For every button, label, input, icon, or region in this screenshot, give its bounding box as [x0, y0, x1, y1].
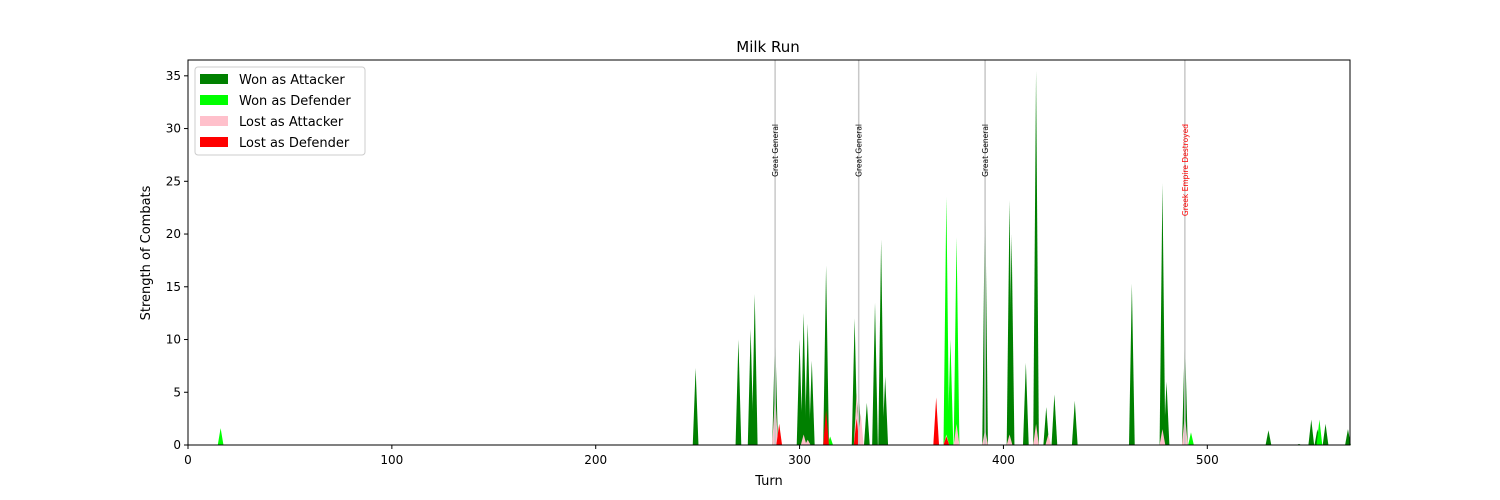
- spike-0-7: [804, 323, 811, 445]
- legend-swatch-0: [200, 74, 228, 84]
- spike-3-4: [943, 436, 950, 445]
- spike-0-8: [808, 360, 815, 445]
- plot-frame: [187, 59, 1351, 446]
- spike-0-13: [872, 302, 878, 445]
- spike-2-1: [800, 434, 807, 445]
- spike-0-3: [751, 294, 758, 445]
- spike-0-33: [1345, 429, 1351, 445]
- plot-area: [217, 70, 1351, 446]
- spike-0-6: [800, 313, 807, 445]
- spike-0-1: [735, 339, 742, 445]
- spike-0-18: [1008, 234, 1015, 445]
- spike-0-30: [1308, 419, 1315, 445]
- y-tick-label-1: 5: [173, 385, 181, 399]
- spike-0-0: [692, 368, 699, 445]
- spike-1-7: [1316, 419, 1323, 445]
- y-axis: 0 5 10 15 20 25 30 35: [166, 69, 188, 452]
- spike-0-14: [878, 239, 884, 445]
- spike-1-3: [947, 339, 954, 445]
- spike-0-32: [1322, 423, 1329, 445]
- legend-swatch-2: [200, 116, 228, 126]
- spike-2-11: [1159, 429, 1166, 445]
- spike-2-9: [1033, 423, 1039, 445]
- spike-0-23: [1071, 400, 1078, 445]
- spike-3-1: [823, 410, 829, 445]
- annotation-label-0: Great General: [771, 124, 780, 177]
- x-axis: 0 100 200 300 400 500: [184, 445, 1219, 467]
- x-tick-label-2: 200: [584, 453, 607, 467]
- annotation-label-2: Great General: [981, 124, 990, 177]
- legend-label-0: Won as Attacker: [239, 73, 345, 88]
- spike-0-24: [1129, 283, 1135, 445]
- spike-0-21: [1043, 407, 1050, 445]
- spike-3-0: [776, 423, 783, 445]
- spike-1-6: [1188, 432, 1194, 445]
- legend-label-2: Lost as Attacker: [239, 115, 344, 130]
- spike-2-8: [1006, 434, 1013, 445]
- x-axis-label: Turn: [754, 474, 783, 489]
- spike-2-2: [804, 439, 811, 445]
- spike-1-4: [953, 237, 960, 445]
- spike-0-9: [823, 265, 829, 445]
- spike-3-3: [933, 397, 940, 445]
- spike-0-19: [1023, 362, 1029, 445]
- legend-frame: [194, 66, 366, 156]
- y-tick-label-3: 15: [166, 280, 181, 294]
- annotation-label-3: Greek Empire Destroyed: [1181, 124, 1190, 216]
- spike-0-5: [796, 339, 803, 445]
- y-tick-label-4: 20: [166, 227, 181, 241]
- spike-2-6: [953, 423, 960, 445]
- y-tick-label-0: 0: [173, 438, 181, 452]
- x-tick-label-4: 400: [992, 453, 1015, 467]
- spike-2-10: [1045, 434, 1052, 445]
- x-tick-label-3: 300: [788, 453, 811, 467]
- legend-swatch-3: [200, 137, 228, 147]
- spike-0-28: [1265, 430, 1272, 445]
- spike-0-22: [1051, 394, 1058, 445]
- spike-0-15: [882, 376, 889, 445]
- spike-0-2: [747, 328, 754, 445]
- spike-0-12: [863, 402, 870, 445]
- spike-0-25: [1159, 183, 1166, 446]
- spike-0-20: [1033, 70, 1039, 445]
- legend-label-3: Lost as Defender: [239, 136, 350, 151]
- y-tick-label-2: 10: [166, 333, 181, 347]
- legend-label-1: Won as Defender: [239, 94, 351, 109]
- spike-1-2: [943, 197, 950, 445]
- annotation-label-1: Great General: [855, 124, 864, 177]
- chart-title: Milk Run: [736, 38, 800, 56]
- legend: Won as Attacker Won as Defender Lost as At…: [194, 66, 366, 156]
- spike-1-0: [217, 428, 224, 445]
- y-tick-label-7: 35: [166, 69, 181, 83]
- x-tick-label-5: 500: [1196, 453, 1219, 467]
- y-tick-label-6: 30: [166, 122, 181, 136]
- spike-0-26: [1163, 381, 1170, 445]
- y-axis-label: Strength of Combats: [139, 185, 154, 320]
- y-tick-label-5: 25: [166, 174, 181, 188]
- legend-swatch-1: [200, 95, 228, 105]
- annotations: Great General Great General Great General G…: [771, 60, 1190, 445]
- x-tick-label-1: 100: [380, 453, 403, 467]
- x-tick-label-0: 0: [184, 453, 192, 467]
